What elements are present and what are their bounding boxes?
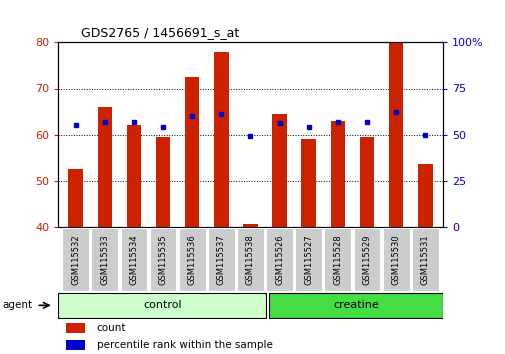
Bar <box>156 137 170 227</box>
FancyBboxPatch shape <box>411 228 438 291</box>
Bar <box>417 164 432 227</box>
Text: GSM115529: GSM115529 <box>362 234 371 285</box>
Bar <box>126 125 141 227</box>
FancyBboxPatch shape <box>62 228 89 291</box>
Text: creatine: creatine <box>333 300 378 310</box>
FancyBboxPatch shape <box>237 228 263 291</box>
FancyBboxPatch shape <box>266 228 292 291</box>
Bar <box>184 77 199 227</box>
Text: GSM115535: GSM115535 <box>158 234 167 285</box>
FancyBboxPatch shape <box>120 228 147 291</box>
Text: GSM115531: GSM115531 <box>420 234 429 285</box>
FancyBboxPatch shape <box>269 293 442 318</box>
Bar <box>97 107 112 227</box>
Text: GSM115527: GSM115527 <box>304 234 313 285</box>
Bar <box>359 137 374 227</box>
Text: percentile rank within the sample: percentile rank within the sample <box>96 340 272 350</box>
Bar <box>214 52 228 227</box>
FancyBboxPatch shape <box>353 228 380 291</box>
Bar <box>272 114 286 227</box>
Text: GSM115536: GSM115536 <box>187 234 196 285</box>
Bar <box>66 323 85 333</box>
Text: GSM115537: GSM115537 <box>217 234 225 285</box>
Text: GSM115528: GSM115528 <box>333 234 342 285</box>
Text: control: control <box>143 300 181 310</box>
Text: GSM115534: GSM115534 <box>129 234 138 285</box>
Text: GDS2765 / 1456691_s_at: GDS2765 / 1456691_s_at <box>81 27 239 40</box>
FancyBboxPatch shape <box>58 293 266 318</box>
FancyBboxPatch shape <box>295 228 322 291</box>
Bar <box>388 42 402 227</box>
FancyBboxPatch shape <box>208 228 234 291</box>
Bar <box>243 224 257 227</box>
Text: count: count <box>96 323 126 333</box>
FancyBboxPatch shape <box>91 228 118 291</box>
Text: GSM115532: GSM115532 <box>71 234 80 285</box>
Text: agent: agent <box>3 300 33 310</box>
Bar <box>68 169 83 227</box>
FancyBboxPatch shape <box>178 228 205 291</box>
Text: GSM115526: GSM115526 <box>275 234 283 285</box>
Text: GSM115538: GSM115538 <box>245 234 255 285</box>
FancyBboxPatch shape <box>149 228 176 291</box>
Text: GSM115530: GSM115530 <box>391 234 400 285</box>
Bar <box>66 340 85 350</box>
FancyBboxPatch shape <box>324 228 350 291</box>
Bar <box>301 139 316 227</box>
Text: GSM115533: GSM115533 <box>100 234 109 285</box>
FancyBboxPatch shape <box>382 228 409 291</box>
Bar <box>330 121 344 227</box>
